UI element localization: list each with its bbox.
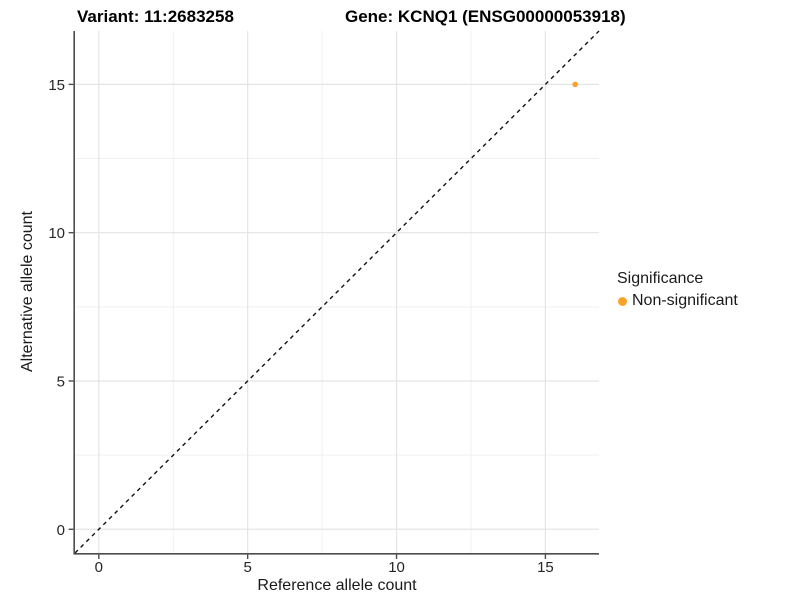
data-point — [572, 81, 578, 88]
x-tick-label: 0 — [95, 559, 103, 576]
plot-title-gene: Gene: KCNQ1 (ENSG00000053918) — [345, 7, 626, 26]
y-tick-label: 0 — [57, 522, 65, 539]
identity-line — [74, 30, 600, 554]
plot-title-variant: Variant: 11:2683258 — [77, 7, 234, 26]
x-axis-title: Reference allele count — [257, 577, 417, 594]
legend-item: Non-significant — [617, 292, 738, 310]
legend-item-label: Non-significant — [632, 292, 738, 309]
legend: Significance Non-significant — [617, 270, 738, 310]
x-tick-label: 15 — [537, 559, 554, 576]
legend-point-icon — [618, 296, 627, 306]
y-axis-title: Alternative allele count — [19, 211, 36, 373]
x-tick-label: 10 — [388, 559, 405, 576]
y-tick-label: 15 — [48, 77, 65, 94]
y-tick-label: 5 — [57, 373, 65, 390]
legend-title: Significance — [617, 270, 704, 287]
y-tick-label: 10 — [48, 225, 65, 242]
x-tick-label: 5 — [244, 559, 252, 576]
